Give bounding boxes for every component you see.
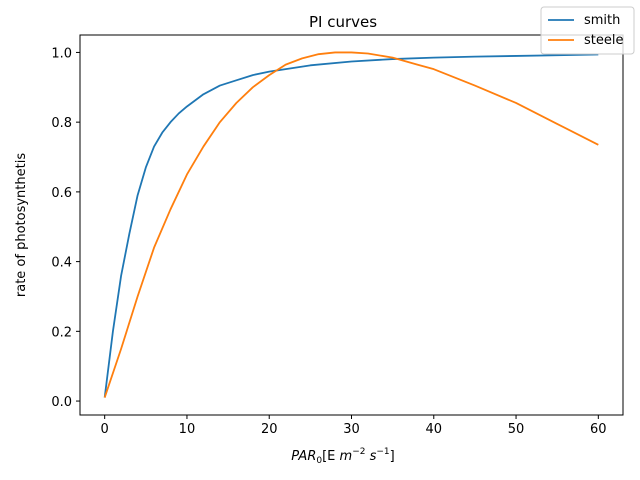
- x-tick-label: 0: [101, 422, 109, 437]
- y-axis: 0.0 0.2 0.4 0.6 0.8 1.0: [51, 46, 80, 410]
- y-tick-label: 0.0: [51, 395, 72, 410]
- x-label-unit-open: [E: [322, 449, 339, 464]
- legend: smith steele: [540, 6, 635, 55]
- x-tick-label: 40: [425, 422, 442, 437]
- x-tick-label: 20: [261, 422, 278, 437]
- legend-label-steele: steele: [584, 33, 623, 48]
- y-tick-label: 1.0: [51, 46, 72, 61]
- x-label-s-exponent: −1: [376, 447, 389, 457]
- legend-label-smith: smith: [584, 13, 620, 28]
- x-label-m-exponent: −2: [352, 447, 365, 457]
- chart-title: PI curves: [309, 13, 377, 31]
- y-tick-label: 0.2: [51, 325, 72, 340]
- y-tick-label: 0.4: [51, 256, 72, 271]
- x-axis-label: PAR0[E m−2 s−1]: [291, 447, 395, 466]
- x-axis: 0 10 20 30 40 50 60: [101, 415, 607, 437]
- x-label-m: m: [340, 449, 353, 464]
- x-label-s: s: [370, 449, 377, 464]
- y-tick-label: 0.8: [51, 116, 72, 131]
- x-tick-label: 60: [590, 422, 607, 437]
- x-label-par-subscript: 0: [316, 456, 322, 466]
- x-label-par: PAR: [291, 449, 316, 464]
- x-tick-label: 50: [508, 422, 525, 437]
- x-label-unit-close: ]: [390, 449, 395, 464]
- series-line-steele: [103, 51, 599, 398]
- series-layer: [103, 51, 599, 398]
- x-tick-label: 10: [179, 422, 196, 437]
- y-axis-label: rate of photosynthetis: [14, 153, 29, 297]
- y-tick-label: 0.6: [51, 186, 72, 201]
- series-line-smith: [103, 53, 599, 398]
- legend-box: [540, 6, 635, 55]
- x-tick-label: 30: [343, 422, 360, 437]
